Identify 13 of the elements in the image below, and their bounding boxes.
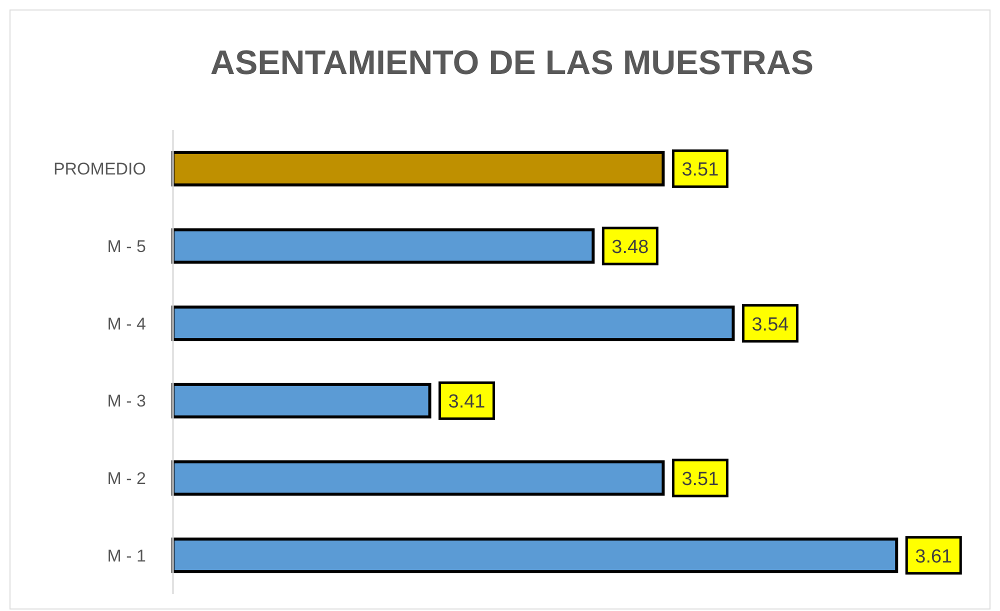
y-tick-label: M - 1 [107,546,146,566]
chart-title: ASENTAMIENTO DE LAS MUESTRAS [210,44,814,82]
data-label: 3.54 [752,314,790,336]
y-tick-label: M - 4 [107,314,146,334]
data-label: 3.41 [448,392,486,413]
y-tick-label: M - 3 [107,392,146,411]
data-label: 3.61 [915,546,952,568]
data-label: 3.51 [682,469,719,490]
y-tick-label: M - 5 [107,237,146,256]
y-tick-label: PROMEDIO [53,160,146,179]
data-label: 3.48 [612,237,649,258]
y-tick-label: M - 2 [107,469,146,488]
data-label: 3.51 [682,160,719,181]
